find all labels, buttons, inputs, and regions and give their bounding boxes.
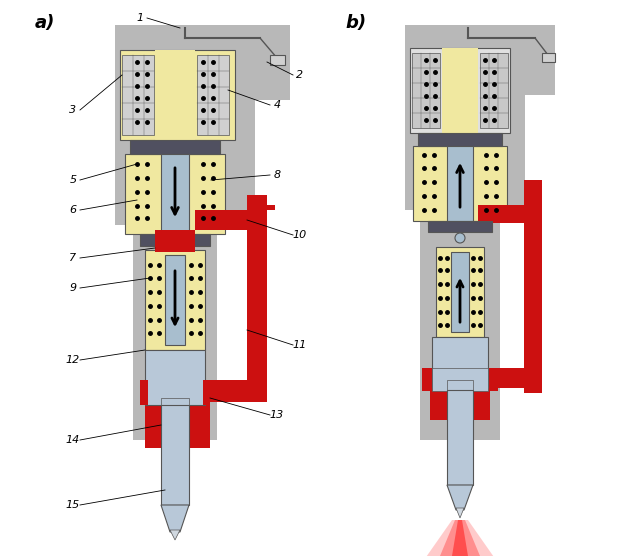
FancyBboxPatch shape [130, 140, 220, 154]
FancyBboxPatch shape [405, 25, 525, 210]
FancyBboxPatch shape [422, 368, 498, 391]
FancyBboxPatch shape [145, 398, 210, 448]
FancyBboxPatch shape [247, 210, 267, 395]
Text: 9: 9 [69, 283, 77, 293]
FancyBboxPatch shape [161, 398, 189, 448]
Text: 1: 1 [137, 13, 144, 23]
FancyBboxPatch shape [447, 390, 473, 485]
FancyBboxPatch shape [133, 246, 217, 421]
FancyBboxPatch shape [412, 53, 440, 128]
FancyBboxPatch shape [524, 223, 542, 393]
Text: b): b) [345, 14, 366, 32]
Polygon shape [247, 195, 275, 210]
FancyBboxPatch shape [432, 368, 488, 391]
FancyBboxPatch shape [410, 48, 510, 133]
Text: 15: 15 [66, 500, 80, 510]
FancyBboxPatch shape [125, 154, 225, 234]
Text: 5: 5 [69, 175, 77, 185]
FancyBboxPatch shape [270, 55, 285, 65]
Text: 8: 8 [274, 170, 281, 180]
Text: 7: 7 [69, 253, 77, 263]
Text: 12: 12 [66, 355, 80, 365]
FancyBboxPatch shape [480, 53, 508, 128]
FancyBboxPatch shape [524, 180, 542, 195]
FancyBboxPatch shape [197, 55, 229, 135]
FancyBboxPatch shape [478, 205, 540, 223]
FancyBboxPatch shape [447, 146, 473, 221]
FancyBboxPatch shape [145, 350, 205, 405]
FancyBboxPatch shape [428, 221, 492, 232]
Polygon shape [410, 520, 510, 556]
FancyBboxPatch shape [115, 25, 255, 225]
Circle shape [455, 233, 465, 243]
FancyBboxPatch shape [451, 252, 469, 332]
FancyBboxPatch shape [420, 210, 500, 440]
Text: 2: 2 [297, 70, 304, 80]
Polygon shape [448, 520, 472, 556]
FancyBboxPatch shape [447, 380, 473, 420]
FancyBboxPatch shape [430, 380, 490, 420]
FancyBboxPatch shape [422, 243, 498, 398]
Text: 13: 13 [270, 410, 284, 420]
FancyBboxPatch shape [413, 146, 507, 221]
FancyBboxPatch shape [155, 50, 195, 140]
FancyBboxPatch shape [120, 50, 235, 140]
FancyBboxPatch shape [542, 53, 555, 62]
Text: 6: 6 [69, 205, 77, 215]
FancyBboxPatch shape [161, 154, 189, 234]
FancyBboxPatch shape [145, 250, 205, 350]
Text: 10: 10 [293, 230, 307, 240]
Text: 14: 14 [66, 435, 80, 445]
FancyBboxPatch shape [195, 210, 263, 230]
FancyBboxPatch shape [505, 25, 555, 95]
FancyBboxPatch shape [432, 337, 488, 387]
FancyBboxPatch shape [235, 25, 290, 100]
FancyBboxPatch shape [524, 190, 542, 223]
Polygon shape [161, 505, 189, 532]
FancyBboxPatch shape [195, 380, 267, 402]
Polygon shape [447, 485, 473, 510]
Text: 3: 3 [69, 105, 77, 115]
FancyBboxPatch shape [165, 255, 185, 345]
Polygon shape [430, 520, 490, 556]
FancyBboxPatch shape [140, 380, 148, 405]
FancyBboxPatch shape [203, 380, 210, 405]
Polygon shape [170, 530, 180, 540]
FancyBboxPatch shape [155, 230, 195, 252]
FancyBboxPatch shape [436, 247, 484, 337]
FancyBboxPatch shape [140, 234, 210, 246]
Text: 4: 4 [274, 100, 281, 110]
FancyBboxPatch shape [140, 380, 210, 405]
FancyBboxPatch shape [133, 225, 217, 440]
FancyBboxPatch shape [478, 368, 542, 388]
FancyBboxPatch shape [442, 48, 478, 133]
FancyBboxPatch shape [122, 55, 154, 135]
Text: a): a) [35, 14, 55, 32]
Text: 11: 11 [293, 340, 307, 350]
FancyBboxPatch shape [161, 405, 189, 505]
FancyBboxPatch shape [418, 133, 502, 146]
Polygon shape [456, 508, 464, 518]
FancyBboxPatch shape [247, 195, 267, 230]
